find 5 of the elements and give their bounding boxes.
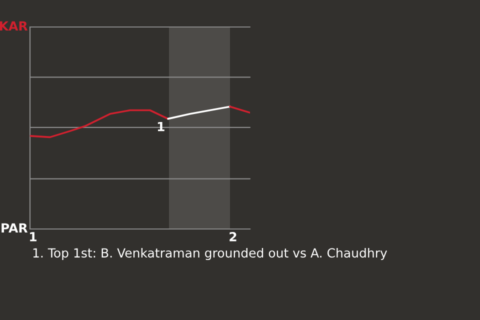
text: 1. Top 1st: B. Venkatraman grounded out vs A. Chaudhry	[33, 248, 388, 260]
annotation: 1	[158, 122, 164, 132]
x-tick-label: 2	[230, 232, 236, 242]
text: KAR	[0, 21, 28, 30]
text: PAR	[2, 223, 28, 232]
